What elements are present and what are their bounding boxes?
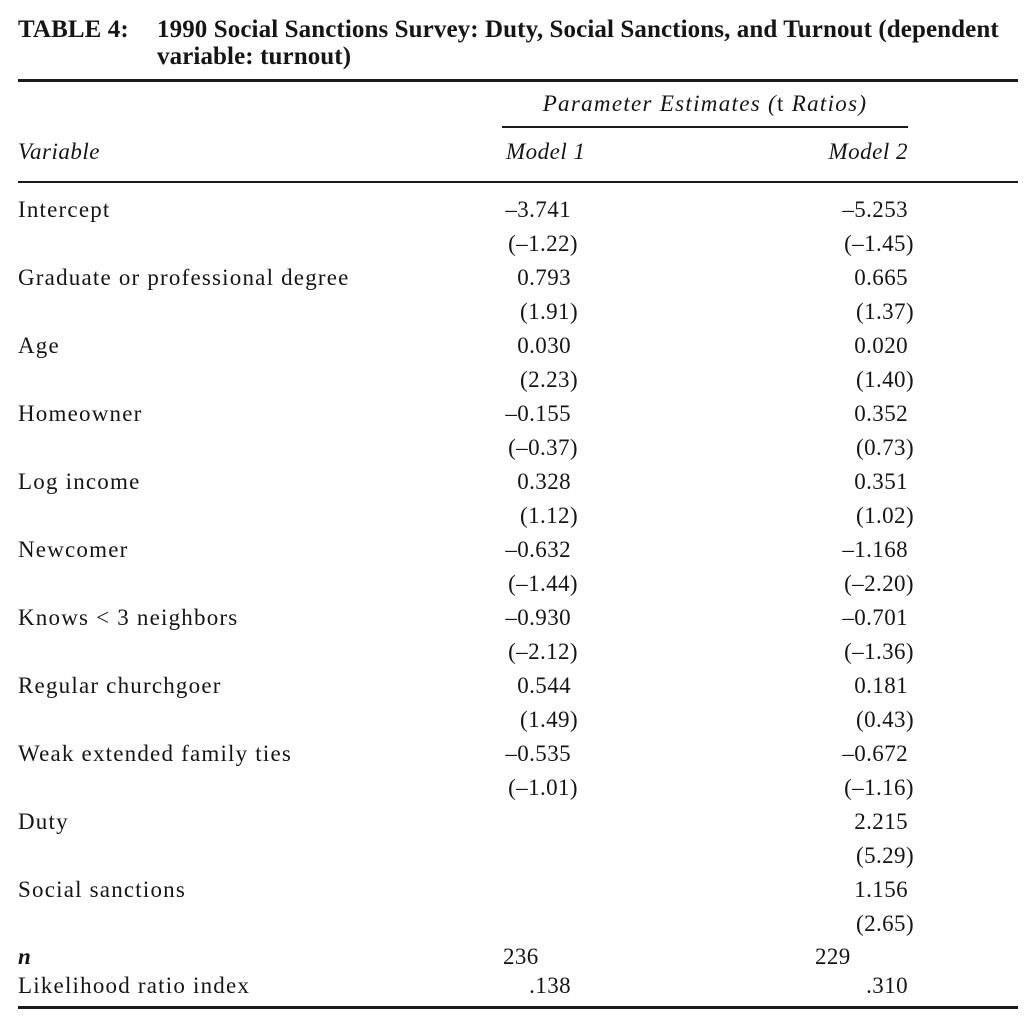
spanner-rule — [502, 126, 908, 128]
column-header-model-1: Model 1 — [506, 139, 586, 164]
model-1-t-ratio: (–2.12) — [508, 639, 578, 664]
variable-label: Age — [18, 333, 60, 358]
model-2-t-ratio: (5.29) — [856, 843, 914, 868]
t-ratio-row: (5.29) — [0, 839, 1026, 873]
model-1-sample-size: 236 — [503, 944, 539, 969]
model-2-t-ratio: (1.40) — [856, 367, 914, 392]
model-2-estimate: –1.168 — [842, 537, 908, 562]
table-title-line-1: 1990 Social Sanctions Survey: Duty, Soci… — [157, 16, 999, 43]
variable-label: Newcomer — [18, 537, 129, 562]
model-2-sample-size: 229 — [815, 944, 851, 969]
model-1-estimate: –0.155 — [505, 401, 571, 426]
model-1-estimate: 0.030 — [517, 333, 571, 358]
spanner-text-part-2: t — [776, 91, 785, 116]
variable-label: Homeowner — [18, 401, 143, 426]
t-ratio-row: (2.65) — [0, 907, 1026, 941]
table-row: Graduate or professional degree 0.793 0.66… — [0, 261, 1026, 295]
sample-size-label: n — [18, 944, 32, 969]
variable-label: Duty — [18, 809, 69, 834]
model-1-t-ratio: (2.23) — [520, 367, 578, 392]
model-1-t-ratio: (1.12) — [520, 503, 578, 528]
top-rule — [18, 79, 1018, 82]
model-2-t-ratio: (0.73) — [856, 435, 914, 460]
model-2-t-ratio: (1.02) — [856, 503, 914, 528]
t-ratio-row: (2.23) (1.40) — [0, 363, 1026, 397]
model-2-estimate: –0.672 — [842, 741, 908, 766]
model-2-estimate: 2.215 — [854, 809, 908, 834]
t-ratio-row: (1.12) (1.02) — [0, 499, 1026, 533]
model-2-estimate: 0.352 — [854, 401, 908, 426]
model-1-t-ratio: (–1.22) — [508, 231, 578, 256]
t-ratio-row: (–1.22) (–1.45) — [0, 227, 1026, 261]
model-2-t-ratio: (2.65) — [856, 911, 914, 936]
table-number: TABLE 4: — [18, 16, 129, 43]
model-1-t-ratio: (–0.37) — [508, 435, 578, 460]
model-2-t-ratio: (0.43) — [856, 707, 914, 732]
variable-label: Regular churchgoer — [18, 673, 222, 698]
variable-label: Weak extended family ties — [18, 741, 293, 766]
model-2-t-ratio: (–1.36) — [844, 639, 914, 664]
model-1-estimate: –3.741 — [505, 197, 571, 222]
model-2-likelihood-ratio-index: .310 — [866, 973, 908, 998]
table-row-likelihood-ratio-index: Likelihood ratio index .138 .310 — [0, 969, 1026, 1003]
model-1-estimate: 0.328 — [517, 469, 571, 494]
model-1-estimate: –0.632 — [505, 537, 571, 562]
variable-label: Intercept — [18, 197, 111, 222]
model-2-estimate: 0.181 — [854, 673, 908, 698]
column-header-model-2: Model 2 — [828, 139, 908, 164]
model-2-t-ratio: (–2.20) — [844, 571, 914, 596]
model-2-estimate: 1.156 — [854, 877, 908, 902]
t-ratio-row: (–2.12) (–1.36) — [0, 635, 1026, 669]
model-1-t-ratio: (–1.44) — [508, 571, 578, 596]
model-1-estimate: –0.535 — [505, 741, 571, 766]
model-2-estimate: 0.351 — [854, 469, 908, 494]
variable-label: Social sanctions — [18, 877, 187, 902]
model-1-t-ratio: (–1.01) — [508, 775, 578, 800]
t-ratio-row: (1.49) (0.43) — [0, 703, 1026, 737]
t-ratio-row: (1.91) (1.37) — [0, 295, 1026, 329]
spanner-text-part-1: Parameter Estimates ( — [542, 91, 777, 116]
table-row: Log income 0.328 0.351 — [0, 465, 1026, 499]
variable-label: Knows < 3 neighbors — [18, 605, 239, 630]
table-row: Regular churchgoer 0.544 0.181 — [0, 669, 1026, 703]
t-ratio-row: (–1.44) (–2.20) — [0, 567, 1026, 601]
column-header-variable: Variable — [18, 139, 100, 164]
bottom-rule — [18, 1006, 1018, 1009]
spanner-text-part-3: Ratios) — [784, 91, 868, 116]
t-ratio-row: (–1.01) (–1.16) — [0, 771, 1026, 805]
t-ratio-row: (–0.37) (0.73) — [0, 431, 1026, 465]
model-1-likelihood-ratio-index: .138 — [529, 973, 571, 998]
table-row: Knows < 3 neighbors –0.930 –0.701 — [0, 601, 1026, 635]
model-2-estimate: –0.701 — [842, 605, 908, 630]
table-row: Weak extended family ties –0.535 –0.672 — [0, 737, 1026, 771]
model-2-estimate: 0.020 — [854, 333, 908, 358]
model-1-estimate: 0.544 — [517, 673, 571, 698]
table-title-line-2: variable: turnout) — [157, 43, 352, 70]
header-rule — [18, 181, 1018, 183]
table-row: Newcomer –0.632 –1.168 — [0, 533, 1026, 567]
model-2-t-ratio: (1.37) — [856, 299, 914, 324]
model-2-t-ratio: (–1.45) — [844, 231, 914, 256]
table-row: Social sanctions 1.156 — [0, 873, 1026, 907]
model-1-estimate: 0.793 — [517, 265, 571, 290]
table-row-sample-size: n 236 229 — [0, 940, 1026, 974]
model-1-t-ratio: (1.91) — [520, 299, 578, 324]
table-row: Duty 2.215 — [0, 805, 1026, 839]
variable-label: Log income — [18, 469, 141, 494]
model-2-estimate: –5.253 — [842, 197, 908, 222]
table-row: Homeowner –0.155 0.352 — [0, 397, 1026, 431]
variable-label: Graduate or professional degree — [18, 265, 350, 290]
likelihood-ratio-index-label: Likelihood ratio index — [18, 973, 251, 998]
model-2-t-ratio: (–1.16) — [844, 775, 914, 800]
table-row: Age 0.030 0.020 — [0, 329, 1026, 363]
table-row: Intercept –3.741 –5.253 — [0, 193, 1026, 227]
spanner-header: Parameter Estimates (t Ratios) — [502, 89, 908, 119]
model-2-estimate: 0.665 — [854, 265, 908, 290]
model-1-estimate: –0.930 — [505, 605, 571, 630]
model-1-t-ratio: (1.49) — [520, 707, 578, 732]
